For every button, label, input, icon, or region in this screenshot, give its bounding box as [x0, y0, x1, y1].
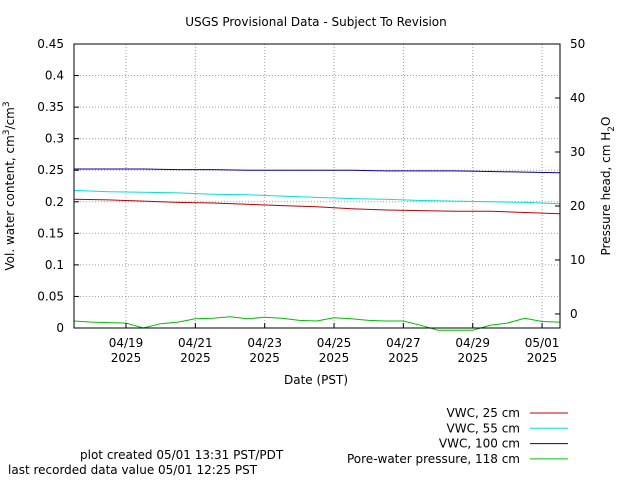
y-axis-ticks: 0 0.05 0.1 0.15 0.2 0.25 0.3 0.35 0.4 0.45 [37, 37, 79, 335]
chart-title: USGS Provisional Data - Subject To Revis… [185, 15, 447, 29]
x-tick-year-label: 2025 [249, 351, 280, 365]
y-tick-label: 0.1 [45, 258, 64, 272]
x-tick-label: 04/21 [178, 336, 213, 350]
y-tick-label: 0.2 [45, 195, 64, 209]
y-tick-label: 0 [56, 321, 64, 335]
y-tick-label: 0.3 [45, 132, 64, 146]
x-tick-label: 04/29 [455, 336, 490, 350]
series-line-vwc-100-cm [74, 168, 561, 174]
x-tick-year-label: 2025 [319, 351, 350, 365]
last-recorded-note: last recorded data value 05/01 12:25 PST [8, 463, 258, 477]
x-tick-label: 04/27 [386, 336, 421, 350]
y2-axis-label: Pressure head, cm H2O [599, 117, 617, 256]
x-tick-year-label: 2025 [457, 351, 488, 365]
y-tick-label: 0.05 [37, 289, 64, 303]
x-tick-year-label: 2025 [388, 351, 419, 365]
y2-tick-label: 40 [570, 91, 585, 105]
x-tick-year-label: 2025 [180, 351, 211, 365]
y2-tick-label: 50 [570, 37, 585, 51]
y2-tick-label: 10 [570, 253, 585, 267]
plot-frame [73, 43, 561, 329]
legend-label: VWC, 100 cm [439, 437, 520, 451]
plot-created-note: plot created 05/01 13:31 PST/PDT [80, 448, 284, 462]
legend-label: VWC, 25 cm [447, 406, 520, 420]
x-tick-label: 04/19 [109, 336, 144, 350]
y2-tick-label: 0 [570, 307, 578, 321]
x-tick-year-label: 2025 [527, 351, 558, 365]
y-tick-label: 0.35 [37, 100, 64, 114]
legend-label: VWC, 55 cm [447, 421, 520, 435]
y-tick-label: 0.15 [37, 226, 64, 240]
series-lines [73, 168, 561, 331]
gridlines [74, 44, 560, 328]
series-line-vwc-55-cm [73, 189, 561, 205]
y2-tick-label: 30 [570, 145, 585, 159]
x-tick-label: 04/23 [247, 336, 282, 350]
series-line-pore-water-pressure-118-cm [73, 316, 561, 331]
y2-tick-label: 20 [570, 199, 585, 213]
legend-label: Pore-water pressure, 118 cm [347, 452, 520, 466]
y-tick-label: 0.4 [45, 69, 64, 83]
x-tick-label: 04/25 [317, 336, 352, 350]
y-axis-label: Vol. water content, cm3/cm3 [2, 101, 17, 270]
y2-axis-ticks: 0 10 20 30 40 50 [555, 37, 585, 321]
y-tick-label: 0.25 [37, 163, 64, 177]
y-tick-label: 0.45 [37, 37, 64, 51]
x-axis-label: Date (PST) [284, 373, 348, 387]
x-tick-year-label: 2025 [111, 351, 142, 365]
x-axis-ticks: 04/19202504/21202504/23202504/25202504/2… [109, 323, 560, 365]
x-tick-label: 05/01 [525, 336, 560, 350]
series-line-vwc-25-cm [73, 198, 561, 215]
